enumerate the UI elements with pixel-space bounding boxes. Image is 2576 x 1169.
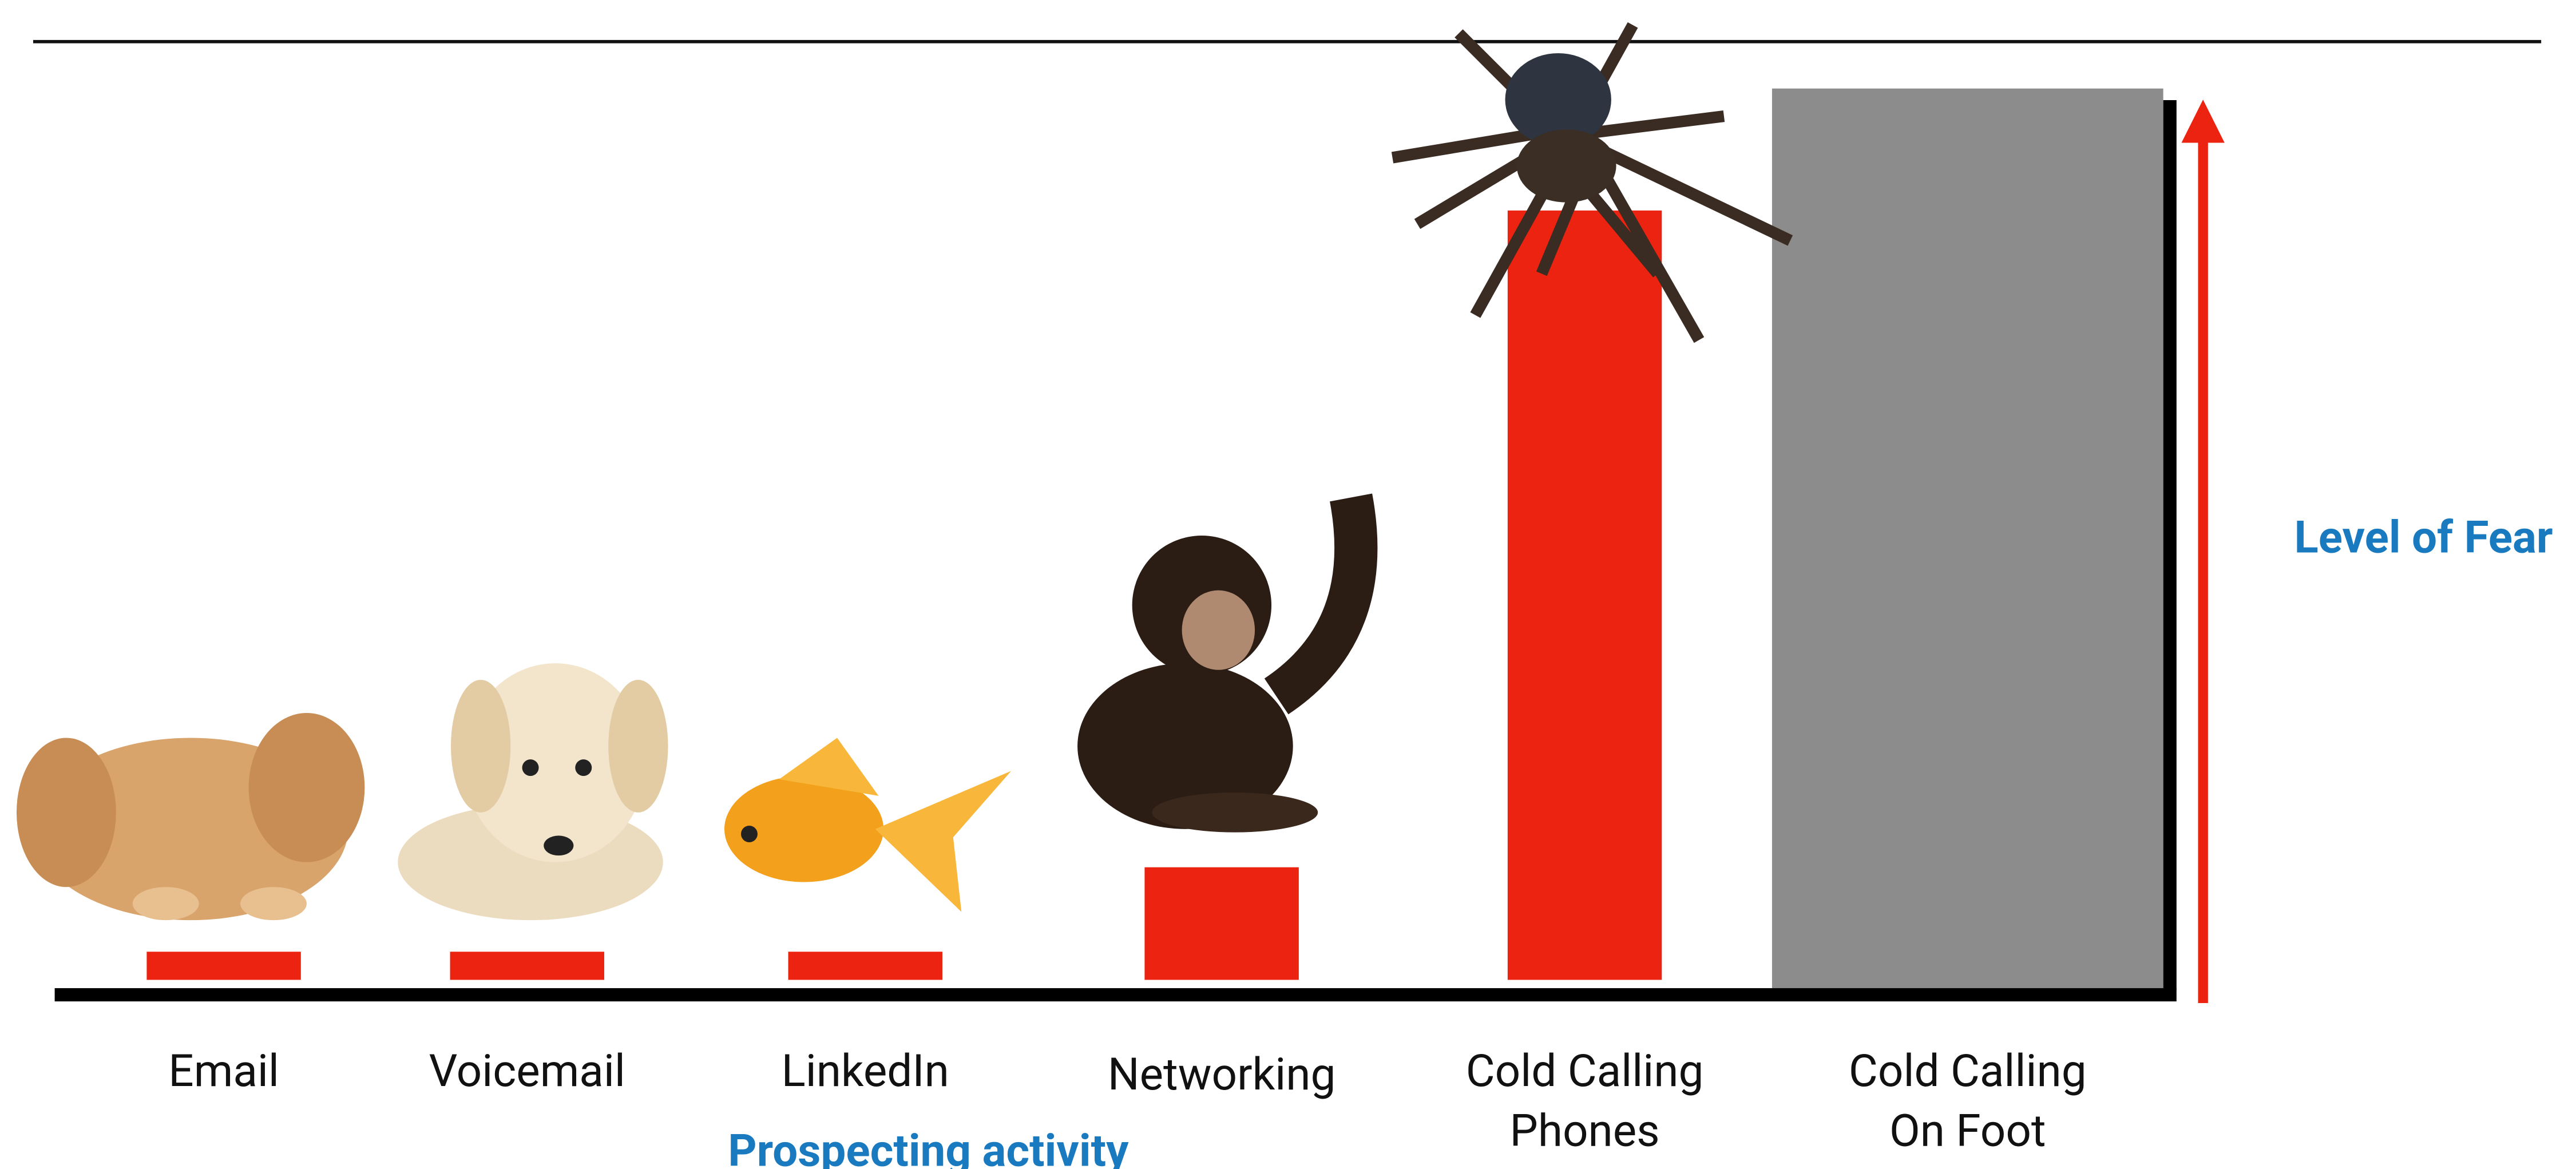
chimpanzee: [1077, 493, 1378, 833]
bar: [450, 952, 604, 980]
bar: [1772, 88, 2163, 990]
y-axis-title: Level of Fear: [2294, 511, 2553, 564]
bar: [1144, 867, 1299, 980]
rabbit: [16, 713, 365, 921]
x-tick-label: LinkedIn: [782, 1045, 949, 1097]
x-tick-label: Cold Calling: [1849, 1045, 2087, 1097]
x-tick-label: On Foot: [1889, 1105, 2046, 1158]
x-axis: [54, 988, 2177, 1002]
fear-arrow-head: [2181, 100, 2225, 143]
tarantula: [1391, 22, 1793, 343]
x-axis-title: Prospecting activity: [728, 1124, 1129, 1169]
x-tick-label: Networking: [1108, 1048, 1336, 1101]
goldfish: [724, 738, 1012, 912]
x-tick-label: Voicemail: [429, 1045, 625, 1097]
bar: [788, 952, 942, 980]
puppy: [398, 663, 668, 921]
bar: [146, 952, 301, 980]
x-tick-label: Email: [168, 1045, 279, 1097]
bar-shadow: [2163, 100, 2177, 990]
x-tick-label: Cold Calling: [1466, 1045, 1704, 1097]
bar: [1507, 210, 1662, 980]
x-tick-label: Phones: [1510, 1105, 1660, 1158]
